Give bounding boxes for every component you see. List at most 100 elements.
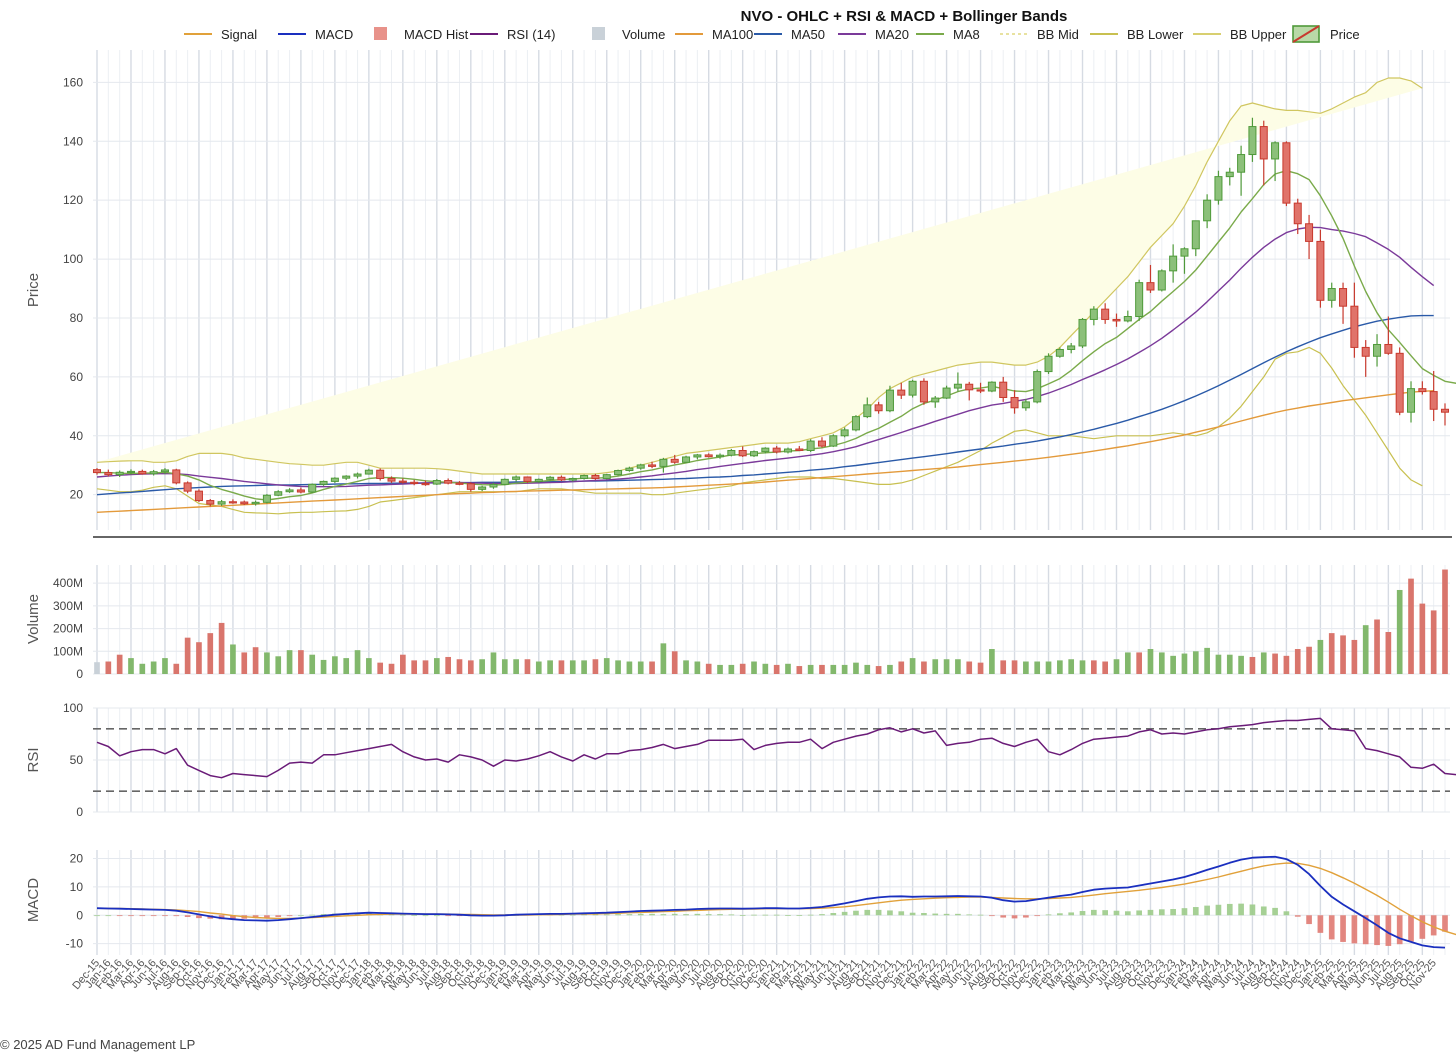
macd-hist-bar xyxy=(1396,915,1403,945)
candle xyxy=(727,449,736,457)
volume-bar xyxy=(739,663,746,674)
candle xyxy=(738,446,747,457)
candle xyxy=(262,494,271,504)
candle-body xyxy=(976,389,985,392)
candle xyxy=(1316,229,1325,308)
volume-bar xyxy=(1249,656,1256,674)
volume-bar xyxy=(932,659,939,674)
price-y-tick: 100 xyxy=(63,252,83,266)
volume-bar xyxy=(1147,649,1154,674)
candle xyxy=(1225,167,1234,186)
volume-bar xyxy=(320,659,327,674)
macd-hist-bar xyxy=(422,915,429,917)
candle xyxy=(1112,313,1121,327)
candle xyxy=(546,476,555,481)
candle xyxy=(1180,247,1189,274)
macd-hist-bar xyxy=(1091,909,1097,916)
macd-hist-bar xyxy=(1170,909,1176,916)
candle xyxy=(908,379,917,398)
macd-hist-bar xyxy=(762,914,769,916)
candle xyxy=(1169,244,1178,283)
volume-bar xyxy=(977,662,984,674)
candle-body xyxy=(1180,248,1189,257)
macd-hist-bar xyxy=(196,915,202,919)
candle xyxy=(557,475,566,482)
candle xyxy=(806,439,815,452)
candle-body xyxy=(670,458,679,463)
candle xyxy=(931,396,940,408)
candle-body xyxy=(138,470,147,475)
macd-hist-bar xyxy=(671,913,678,916)
macd-hist-bar xyxy=(252,915,259,919)
macd-hist-bar xyxy=(1306,915,1312,925)
volume-bar xyxy=(411,660,418,674)
copyright-text: © 2025 AD Fund Management LP xyxy=(0,1037,196,1052)
candle-body xyxy=(772,447,781,453)
volume-bar xyxy=(1283,655,1290,674)
macd-hist-bar xyxy=(875,909,882,916)
candle xyxy=(444,478,453,485)
legend-label: RSI (14) xyxy=(507,27,555,42)
volume-bar xyxy=(1396,589,1403,674)
volume-bar xyxy=(1102,661,1108,674)
candle-body xyxy=(1429,391,1438,410)
candle-body xyxy=(160,469,169,473)
legend-item: BB Mid xyxy=(1000,27,1079,42)
legend-swatch-diag xyxy=(1292,25,1320,43)
volume-bar xyxy=(694,661,701,674)
candle-body xyxy=(942,387,951,399)
candle xyxy=(1146,264,1155,293)
macd-hist-bar xyxy=(1328,915,1335,940)
macd-hist-bar xyxy=(739,914,746,916)
candle xyxy=(772,446,781,454)
macd-hist-bar xyxy=(637,913,644,916)
macd-hist-bar xyxy=(230,915,236,919)
macd-hist-bar xyxy=(943,913,950,916)
volume-bar xyxy=(1113,659,1120,674)
macd-hist-bar xyxy=(603,914,610,916)
ma100-line xyxy=(96,390,1434,513)
volume-bar xyxy=(807,664,814,674)
volume-bar xyxy=(343,658,350,674)
candle xyxy=(1282,141,1291,207)
volume-y-tick: 100M xyxy=(53,644,83,658)
candle-body xyxy=(1146,282,1155,291)
macd-hist-bar xyxy=(1238,903,1244,916)
candle xyxy=(987,381,996,393)
volume-y-tick: 0 xyxy=(76,667,83,681)
volume-bar xyxy=(490,652,497,674)
macd-hist-bar xyxy=(1317,915,1324,933)
macd-y-tick: -10 xyxy=(66,937,84,951)
candle-body xyxy=(817,440,826,447)
candle xyxy=(1259,120,1268,186)
volume-bar xyxy=(139,663,146,674)
candle-body xyxy=(716,454,725,458)
legend-label: MA8 xyxy=(953,27,980,42)
x-axis: Dec-15Jan-16Feb-16Mar-16Apr-16Jun-16Jul-… xyxy=(70,957,1439,993)
volume-bar xyxy=(637,661,644,674)
macd-hist-bar xyxy=(830,913,837,916)
candle xyxy=(648,461,657,469)
macd-hist-bar xyxy=(660,914,667,916)
candle-body xyxy=(1282,142,1291,204)
volume-bar xyxy=(1034,661,1041,674)
candle-body xyxy=(1395,352,1404,413)
candle xyxy=(1021,398,1030,411)
candle-body xyxy=(806,440,815,451)
macd-hist-bar xyxy=(989,915,995,917)
volume-bar xyxy=(1328,633,1335,674)
price-panel: 20 40 60 80 100 120 140 160 Price xyxy=(25,50,1456,530)
candle xyxy=(568,477,577,482)
macd-hist-bar xyxy=(173,915,180,917)
candle-body xyxy=(126,470,135,474)
candle-body xyxy=(965,383,974,391)
candle xyxy=(534,478,543,483)
volume-bar xyxy=(569,660,576,674)
macd-hist-bar xyxy=(1385,915,1392,946)
legend-item: MA100 xyxy=(675,27,753,42)
candle-body xyxy=(1157,270,1166,291)
volume-bar xyxy=(264,652,270,674)
price-y-tick: 120 xyxy=(63,193,83,207)
macd-hist-bar xyxy=(105,915,112,917)
macd-hist-bar xyxy=(1102,910,1108,916)
